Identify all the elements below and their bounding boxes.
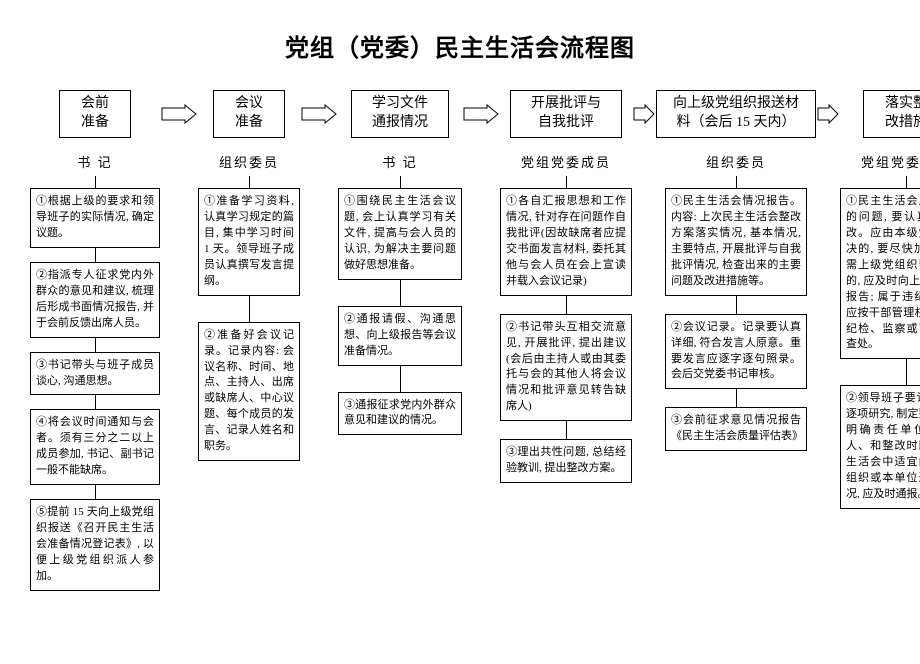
detail-4-1: ①各自汇报思想和工作情况, 针对存在问题作自我批评(因故缺席者应提交书面发言材料… [500, 188, 632, 296]
stage-col-1: 会前准备 书 记 ①根据上级的要求和领导班子的实际情况, 确定议题。 ②指派专人… [30, 90, 160, 591]
stage-box-2: 会议准备 [213, 90, 285, 138]
detail-4-3: ③理出共性问题, 总结经验教训, 提出整改方案。 [500, 439, 632, 483]
arrow-1 [160, 90, 198, 138]
detail-6-1: ①民主生活会反映出来的问题, 要认真进行整改。应由本级党组织解决的, 要尽快加以… [840, 188, 920, 359]
role-1: 书 记 [77, 152, 112, 170]
connector [400, 280, 401, 306]
detail-3-3: ③通报征求党内外群众意见和建议的情况。 [338, 392, 462, 436]
arrow-4 [632, 90, 656, 138]
detail-1-4: ④将会议时间通知与会者。须有三分之二以上成员参加, 书记、副书记一般不能缺席。 [30, 409, 160, 485]
stage-col-3: 学习文件通报情况 书 记 ①围绕民主生活会议题, 会上认真学习有关文件, 提高与… [338, 90, 462, 591]
stage-box-3: 学习文件通报情况 [351, 90, 449, 138]
stage-box-5: 向上级党组织报送材料（会后 15 天内） [656, 90, 816, 138]
page-title: 党组（党委）民主生活会流程图 [0, 0, 920, 63]
detail-3-2: ②通报请假、沟通思想、向上级报告等会议准备情况。 [338, 306, 462, 366]
detail-5-1: ①民主生活会情况报告。内容: 上次民主生活会整改方案落实情况, 基本情况, 主要… [665, 188, 807, 296]
connector [736, 176, 737, 188]
detail-1-3: ③书记带头与班子成员谈心, 沟通思想。 [30, 352, 160, 396]
detail-1-5: ⑤提前 15 天向上级党组织报送《召开民主生活会准备情况登记表》, 以便上级党组… [30, 499, 160, 591]
connector [95, 248, 96, 262]
connector [566, 296, 567, 314]
arrow-5 [816, 90, 840, 138]
detail-2-1: ①准备学习资料, 认真学习规定的篇目, 集中学习时间 1 天。领导班子成员认真撰… [198, 188, 300, 296]
detail-6-2: ②领导班子要认真分类, 逐项研究, 制定整改方案, 明确责任单位、责任人、和整改… [840, 385, 920, 509]
role-6: 党组党委成员 [861, 152, 920, 170]
detail-1-1: ①根据上级的要求和领导班子的实际情况, 确定议题。 [30, 188, 160, 248]
flowchart: 会前准备 书 记 ①根据上级的要求和领导班子的实际情况, 确定议题。 ②指派专人… [30, 90, 892, 591]
detail-1-2: ②指派专人征求党内外群众的意见和建议, 梳理后形成书面情况报告, 并于会前反馈出… [30, 262, 160, 338]
connector [400, 366, 401, 392]
connector [906, 359, 907, 385]
connector [95, 338, 96, 352]
stage-col-4: 开展批评与自我批评 党组党委成员 ①各自汇报思想和工作情况, 针对存在问题作自我… [500, 90, 632, 591]
connector [249, 176, 250, 188]
connector [566, 176, 567, 188]
stage-box-1: 会前准备 [59, 90, 131, 138]
connector [249, 296, 250, 322]
detail-2-2: ②准备好会议记录。记录内容: 会议名称、时间、地点、主持人、出席或缺席人、中心议… [198, 322, 300, 462]
detail-5-3: ③会前征求意见情况报告《民主生活会质量评估表》 [665, 407, 807, 451]
connector [400, 176, 401, 188]
detail-3-1: ①围绕民主生活会议题, 会上认真学习有关文件, 提高与会人员的认识, 为解决主要… [338, 188, 462, 280]
stage-col-5: 向上级党组织报送材料（会后 15 天内） 组织委员 ①民主生活会情况报告。内容:… [656, 90, 816, 591]
role-3: 书 记 [382, 152, 417, 170]
connector [736, 389, 737, 407]
role-4: 党组党委成员 [521, 152, 611, 170]
stage-col-6: 落实整改措施 党组党委成员 ①民主生活会反映出来的问题, 要认真进行整改。应由本… [840, 90, 920, 591]
connector [95, 395, 96, 409]
detail-4-2: ②书记带头互相交流意见, 开展批评, 提出建议(会后由主持人或由其委托与会的其他… [500, 314, 632, 422]
connector [95, 485, 96, 499]
stage-col-2: 会议准备 组织委员 ①准备学习资料, 认真学习规定的篇目, 集中学习时间 1 天… [198, 90, 300, 591]
arrow-2 [300, 90, 338, 138]
connector [906, 176, 907, 188]
connector [736, 296, 737, 314]
connector [95, 176, 96, 188]
stage-box-4: 开展批评与自我批评 [510, 90, 622, 138]
stage-box-6: 落实整改措施 [863, 90, 920, 138]
role-5: 组织委员 [706, 152, 766, 170]
detail-5-2: ②会议记录。记录要认真详细, 符合发言人原意。重要发言应逐字逐句照录。会后交党委… [665, 314, 807, 390]
arrow-3 [462, 90, 500, 138]
role-2: 组织委员 [219, 152, 279, 170]
connector [566, 421, 567, 439]
